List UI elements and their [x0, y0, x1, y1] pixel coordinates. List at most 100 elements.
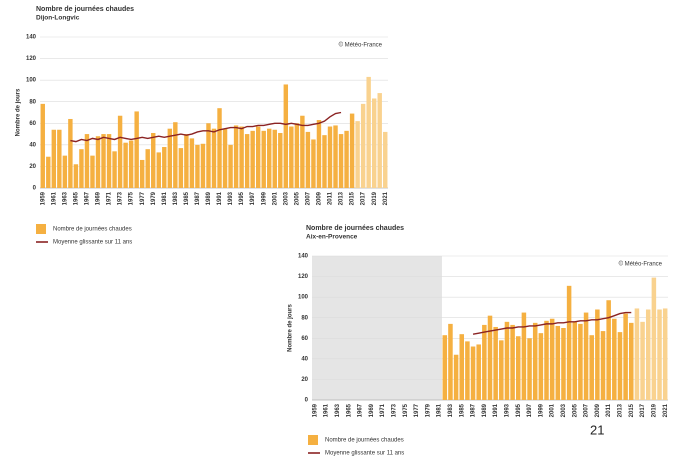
bar — [211, 128, 217, 188]
x-tick-label: 1963 — [62, 191, 68, 205]
y-tick-label: 0 — [305, 398, 309, 404]
y-tick-label: 60 — [301, 336, 308, 342]
bar — [349, 113, 355, 188]
bar — [272, 129, 277, 188]
legend-swatch — [308, 435, 318, 445]
bar — [532, 322, 538, 400]
x-tick-label: 1971 — [380, 403, 386, 417]
bar — [448, 323, 453, 400]
bar — [657, 309, 662, 400]
bar — [134, 111, 139, 188]
x-tick-label: 1973 — [392, 403, 398, 417]
x-tick-label: 1959 — [312, 403, 318, 417]
y-tick-label: 100 — [26, 78, 37, 84]
y-tick-label: 60 — [29, 121, 36, 127]
y-tick-label: 80 — [29, 99, 36, 105]
chart-subtitle: Dijon-Longvic — [36, 15, 80, 22]
bar — [612, 318, 617, 400]
bar — [549, 318, 555, 400]
bar — [583, 312, 589, 400]
bar — [459, 334, 465, 400]
x-tick-label: 1969 — [96, 191, 102, 205]
moving-average-line — [472, 311, 632, 335]
bar — [167, 128, 173, 188]
bar — [640, 321, 645, 400]
bar — [465, 341, 470, 400]
bar — [366, 76, 371, 188]
x-tick-label: 1987 — [195, 191, 201, 205]
x-tick-label: 1975 — [403, 403, 409, 417]
bar — [222, 128, 228, 188]
legend-swatch — [36, 224, 46, 234]
bar — [294, 123, 300, 188]
y-tick-label: 20 — [29, 164, 36, 170]
x-tick-label: 1961 — [324, 403, 330, 417]
x-tick-label: 2011 — [328, 191, 334, 205]
bar — [453, 354, 459, 400]
bar — [566, 285, 572, 400]
bar — [595, 309, 600, 400]
bar — [300, 115, 305, 188]
legend-label: Nombre de journées chaudes — [325, 438, 404, 444]
x-tick-label: 1977 — [140, 191, 146, 205]
bar — [51, 129, 57, 188]
y-axis-label: Nombre de jours — [16, 88, 22, 136]
bar — [493, 326, 498, 400]
x-tick-label: 2015 — [350, 191, 356, 205]
bar — [206, 123, 211, 188]
bar — [606, 300, 611, 400]
y-tick-label: 140 — [26, 35, 37, 41]
bar — [344, 130, 349, 188]
y-tick-label: 120 — [298, 274, 309, 280]
x-tick-label: 1985 — [184, 191, 190, 205]
bar — [239, 126, 244, 188]
bar — [316, 120, 322, 188]
x-tick-label: 1963 — [335, 403, 341, 417]
x-tick-label: 1971 — [107, 191, 113, 205]
x-tick-label: 2005 — [294, 191, 300, 205]
bar — [57, 129, 62, 188]
bar — [645, 309, 651, 400]
bar — [101, 134, 106, 188]
bar — [173, 122, 178, 188]
bar — [482, 324, 487, 400]
bar — [527, 338, 532, 400]
x-tick-label: 2005 — [572, 403, 578, 417]
bar — [73, 164, 79, 188]
chart-title: Nombre de journées chaudes — [36, 6, 134, 13]
bar — [338, 134, 344, 188]
x-tick-label: 2007 — [305, 191, 311, 205]
bar — [510, 324, 515, 400]
bar — [217, 108, 222, 188]
moving-average-line — [70, 111, 342, 143]
x-tick-label: 2021 — [383, 191, 389, 205]
x-tick-label: 1967 — [85, 191, 91, 205]
bar — [145, 149, 150, 188]
x-tick-label: 1989 — [206, 191, 212, 205]
x-tick-label: 1975 — [129, 191, 135, 205]
bar — [333, 125, 338, 188]
x-tick-label: 2019 — [651, 403, 657, 417]
x-tick-label: 1999 — [261, 191, 267, 205]
bar — [442, 335, 448, 400]
bar — [589, 335, 594, 400]
x-tick-label: 1997 — [527, 403, 533, 417]
x-tick-label: 2017 — [361, 191, 367, 205]
bar — [195, 144, 200, 188]
page-number: 21 — [590, 422, 604, 437]
x-tick-label: 1993 — [505, 403, 511, 417]
bar — [499, 340, 504, 400]
x-tick-label: 2009 — [595, 403, 601, 417]
bar — [278, 132, 283, 188]
legend-label: Nombre de journées chaudes — [53, 227, 132, 233]
bar — [651, 277, 657, 400]
x-tick-label: 1965 — [346, 403, 352, 417]
bar — [600, 331, 606, 400]
x-tick-label: 2013 — [339, 191, 345, 205]
bar — [62, 155, 68, 188]
bar — [544, 320, 549, 400]
x-tick-label: 1983 — [448, 403, 454, 417]
bar — [40, 103, 45, 188]
y-tick-label: 40 — [29, 142, 36, 148]
